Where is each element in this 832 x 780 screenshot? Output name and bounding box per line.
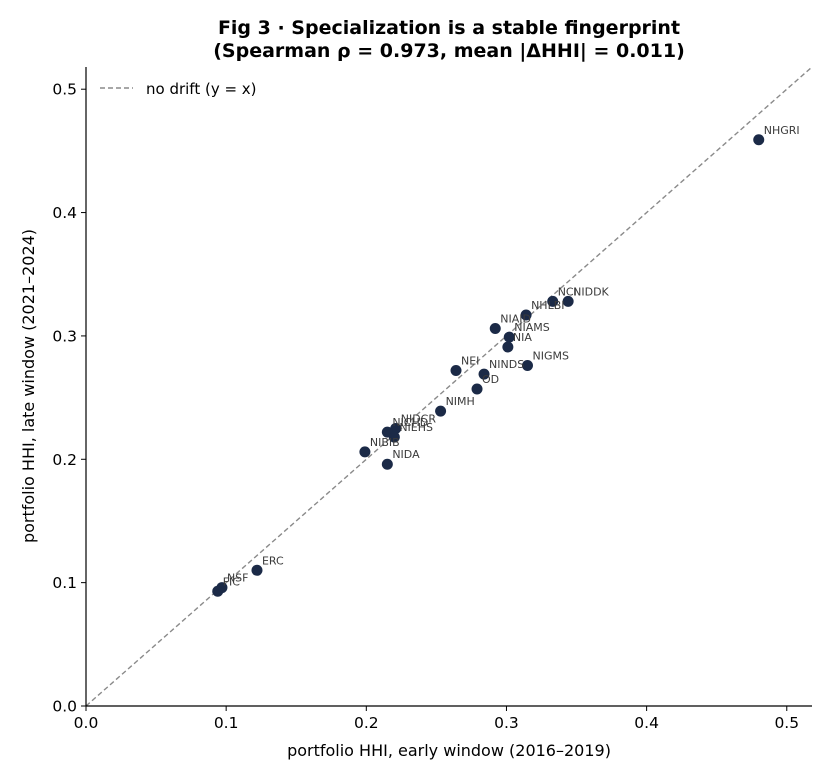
data-point [503,331,515,343]
x-tick-label: 0.1 [214,714,239,732]
data-point [359,446,371,458]
data-point [212,585,224,597]
ticks-layer: 0.0 0.1 0.2 0.3 0.4 0.5 0.0 0.1 0.2 0.3 0.4 0.5 [52,81,799,732]
legend: no drift (y = x) [100,80,257,98]
y-tick-label: 0.5 [52,81,77,99]
data-point [489,323,501,335]
point-label: NIA [513,331,532,344]
data-point [390,422,402,434]
point-label: NIDDK [573,285,609,298]
data-point [520,309,532,321]
y-tick-label: 0.0 [52,698,77,716]
point-label: ERC [262,554,284,567]
y-tick-label: 0.4 [52,204,77,222]
data-point [388,431,400,443]
point-label: NHGRI [764,124,800,137]
identity-line [85,66,813,707]
point-label: NHLBI [531,299,564,312]
x-tick-label: 0.5 [774,714,799,732]
data-point [435,405,447,417]
point-label: NIBIB [370,436,400,449]
data-point [547,295,559,307]
point-label: FIC [223,575,241,588]
y-tick-label: 0.3 [52,327,77,345]
point-label: NICHD [392,416,428,429]
x-axis-label: portfolio HHI, early window (2016–2019) [287,741,611,760]
point-label: NIAMS [514,321,549,334]
x-tick-label: 0.2 [354,714,379,732]
x-tick-label: 0.4 [634,714,659,732]
point-label: NIDA [392,448,420,461]
point-label: NIGMS [532,350,568,363]
data-point [562,295,574,307]
point-label: NIEHS [399,421,433,434]
point-label: NIMH [446,395,475,408]
data-point [753,134,765,146]
data-point [471,383,483,395]
chart-title: Fig 3 · Specialization is a stable finge… [218,17,680,39]
data-point [478,368,490,380]
legend-label: no drift (y = x) [146,80,257,98]
data-point [521,360,533,372]
y-tick-label: 0.1 [52,574,77,592]
chart-subtitle: (Spearman ρ = 0.973, mean |ΔHHI| = 0.011… [213,40,685,62]
point-label: NSF [227,572,249,585]
point-label: NIAID [500,313,531,326]
data-point [381,458,393,470]
y-axis-label: portfolio HHI, late window (2021–2024) [19,229,38,543]
data-point [502,341,514,353]
x-tick-label: 0.3 [494,714,519,732]
point-label: OD [482,373,499,386]
x-tick-label: 0.0 [74,714,99,732]
data-point [450,364,462,376]
data-point [251,564,263,576]
point-label: NIDCR [401,412,437,425]
point-label: NINDS [489,358,524,371]
point-label: NCI [558,285,577,298]
point-label: NEI [461,354,479,367]
y-tick-label: 0.2 [52,451,77,469]
